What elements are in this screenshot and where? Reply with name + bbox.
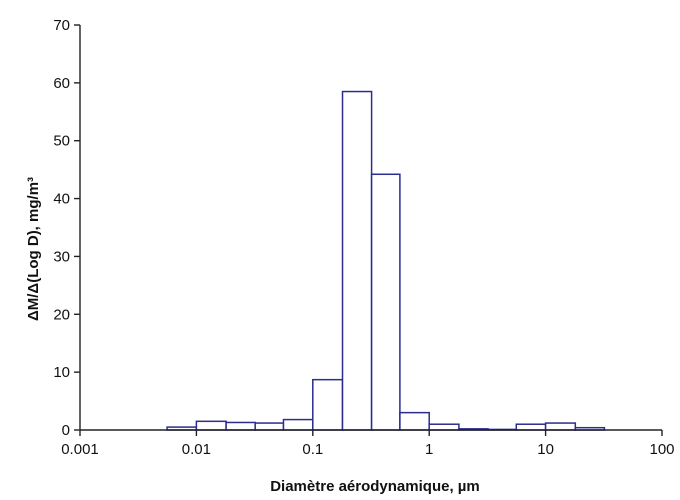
y-axis-title: ΔM/Δ(Log D), mg/m³ — [25, 177, 42, 321]
y-tick-label: 0 — [62, 422, 70, 439]
bars-group — [166, 90, 606, 431]
histogram-bar — [399, 411, 430, 431]
histogram-bar — [312, 378, 344, 431]
y-tick-label: 50 — [53, 133, 70, 150]
histogram-bar — [195, 420, 227, 431]
histogram-bar — [225, 421, 256, 431]
x-tick-label: 0.001 — [61, 441, 99, 458]
histogram-bar — [515, 423, 547, 431]
y-tick-label: 70 — [53, 17, 70, 34]
x-tick-label: 0.01 — [182, 441, 211, 458]
histogram-bar — [254, 422, 285, 431]
y-tick-label: 40 — [53, 191, 70, 208]
x-tick-labels: 0.001 0.01 0.1 1 10 100 — [61, 441, 674, 458]
histogram-bar — [428, 423, 460, 431]
histogram-bar — [370, 173, 401, 431]
y-tick-label: 60 — [53, 75, 70, 92]
y-tick-label: 20 — [53, 306, 70, 323]
x-tick-label: 10 — [537, 441, 554, 458]
x-axis-title: Diamètre aérodynamique, µm — [270, 478, 480, 495]
axes-group — [74, 24, 663, 436]
y-tick-label: 10 — [53, 364, 70, 381]
histogram-bar — [282, 418, 314, 431]
x-tick-label: 1 — [425, 441, 433, 458]
histogram-bar — [544, 422, 577, 431]
histogram-bar — [341, 90, 373, 431]
y-tick-labels: 0 10 20 30 40 50 60 70 — [53, 17, 70, 439]
x-tick-label: 100 — [649, 441, 674, 458]
y-tick-label: 30 — [53, 248, 70, 265]
x-tick-label: 0.1 — [302, 441, 323, 458]
